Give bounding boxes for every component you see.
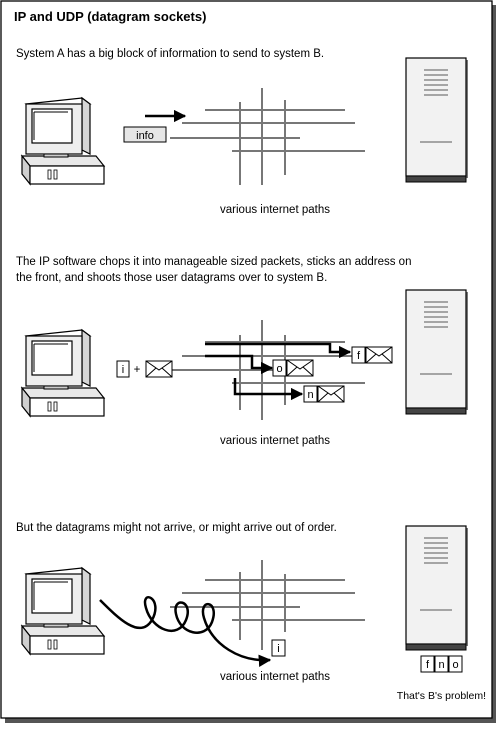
panel-2-caption-line2: the front, and shoots those user datagra… [16, 272, 327, 284]
svg-text:n: n [438, 659, 444, 671]
info-packet [123, 126, 167, 143]
svg-text:o: o [452, 659, 458, 671]
receiver-server-icon-2 [405, 289, 469, 415]
panel-1-caption: System A has a big block of information … [16, 48, 324, 60]
address-piece-label: i [122, 364, 124, 376]
datagram-routes [205, 342, 352, 401]
diagram-title: IP and UDP (datagram sockets) [14, 9, 206, 24]
svg-text:o: o [276, 363, 282, 375]
receiver-server-icon-3 [405, 525, 469, 651]
panel-1-paths-label: various internet paths [220, 204, 330, 216]
receiver-server-icon [405, 57, 469, 183]
packet-o: o [272, 359, 314, 377]
envelope-icon [145, 360, 173, 378]
network-paths-1 [170, 88, 365, 185]
svg-text:n: n [307, 389, 313, 401]
network-paths-3 [170, 560, 365, 650]
address-piece [116, 360, 130, 378]
info-packet-label: info [136, 130, 154, 142]
panel-2-caption-line1: The IP software chops it into manageable… [16, 256, 411, 268]
svg-text:f: f [357, 350, 361, 362]
panel-3-paths-label: various internet paths [220, 671, 330, 683]
panel-2: The IP software chops it into manageable… [16, 256, 469, 447]
lost-packet [271, 639, 286, 657]
tangled-path [99, 596, 272, 667]
panel-3: But the datagrams might not arrive, or m… [16, 522, 486, 702]
svg-text:f: f [426, 659, 430, 671]
footer-note: That's B's problem! [397, 690, 486, 702]
plus-sign: + [134, 364, 141, 376]
panel-1: System A has a big block of information … [16, 48, 469, 216]
packet-n: n [303, 385, 345, 403]
lost-packet-label: i [277, 643, 279, 655]
panel-2-paths-label: various internet paths [220, 435, 330, 447]
packet-f: f [351, 346, 393, 364]
received-packets: f n o [420, 655, 463, 673]
panel-3-caption: But the datagrams might not arrive, or m… [16, 522, 337, 534]
